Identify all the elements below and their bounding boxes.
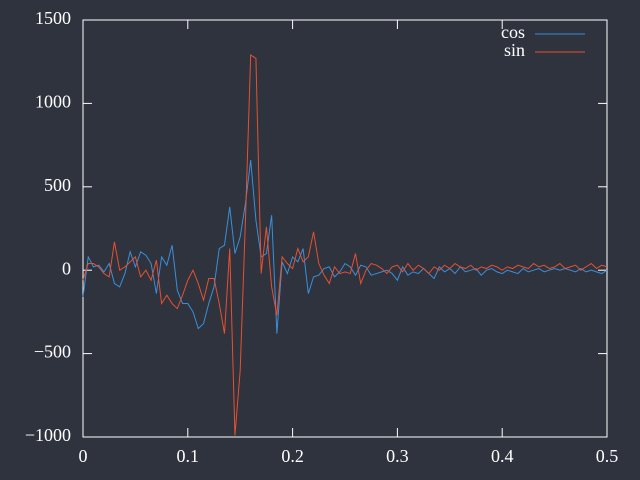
x-tick-label: 0: [79, 446, 88, 466]
x-tick-label: 0.2: [281, 446, 304, 466]
x-tick-label: 0.4: [491, 446, 514, 466]
x-tick-label: 0.5: [596, 446, 619, 466]
x-tick-label: 0.3: [386, 446, 409, 466]
y-tick-label: −1000: [25, 425, 71, 445]
x-tick-label: 0.1: [177, 446, 200, 466]
y-tick-label: 1000: [35, 92, 71, 112]
y-tick-label: −500: [34, 342, 71, 362]
y-tick-label: 1500: [35, 8, 71, 28]
series-line: [82, 54, 608, 436]
y-tick-label: 0: [62, 258, 71, 278]
legend-label: cos: [501, 22, 525, 42]
y-tick-label: 500: [44, 175, 71, 195]
legend-label: sin: [504, 40, 525, 60]
series-line: [82, 160, 608, 334]
plot-border: [82, 19, 608, 438]
